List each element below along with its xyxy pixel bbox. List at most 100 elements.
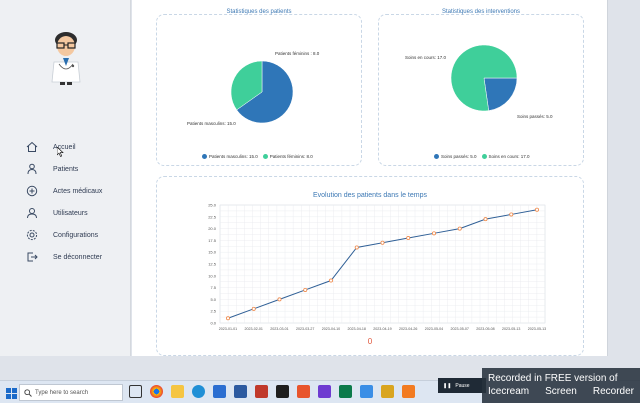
data-point [277, 297, 282, 302]
pie-slice-label-female: Patients féminins : 8.0 [275, 51, 320, 56]
y-tick-label: 25.0 [208, 203, 217, 208]
pie-slice-label-ongoing: Soins en cours: 17.0 [405, 55, 447, 60]
edge-icon[interactable] [192, 385, 205, 398]
legend-swatch [481, 154, 487, 160]
legend-item[interactable]: Soins en cours: 17.0 [481, 154, 530, 160]
app-icon[interactable] [318, 385, 331, 398]
data-point [431, 231, 436, 236]
y-tick-label: 0.0 [210, 321, 216, 326]
app-icon[interactable] [360, 385, 373, 398]
patient-icon [25, 162, 39, 176]
y-tick-label: 17.5 [208, 238, 217, 243]
data-point [534, 207, 539, 212]
y-tick-label: 12.5 [208, 262, 217, 267]
app-icon[interactable] [276, 385, 289, 398]
mouse-cursor-icon [57, 147, 64, 157]
pie-slice-label-male: Patients masculins: 15.0 [187, 121, 236, 126]
sidebar-item-label: Patients [53, 165, 79, 173]
app-icon[interactable] [297, 385, 310, 398]
user-icon [25, 206, 39, 220]
data-point [354, 245, 359, 250]
home-icon [25, 140, 39, 154]
patients-stats-card: Statistiques des patients Patients fémin… [156, 9, 362, 166]
data-point [509, 212, 514, 217]
sidebar: Accueil Patients Actes médicaux Utilisat… [0, 0, 131, 356]
y-tick-label: 22.5 [208, 214, 217, 219]
app-icon[interactable] [255, 385, 268, 398]
card-title: Statistiques des interventions [441, 9, 521, 15]
y-tick-label: 2.5 [210, 309, 216, 314]
window-background-strip [608, 0, 640, 356]
y-tick-label: 5.0 [210, 297, 216, 302]
x-tick-label: 2023-05-13 [528, 327, 546, 331]
x-tick-label: 2023-05-08 [476, 327, 494, 331]
app-icon[interactable] [402, 385, 415, 398]
interventions-legend: Soins passés: 5.0 Soins en cours: 17.0 [434, 154, 530, 160]
evolution-line-chart: 0.0 2.5 5.0 7.5 10.0 12.5 15.0 17.5 20.0 22.5 25.0… [208, 203, 546, 332]
interventions-pie-chart: Soins en cours: 17.0 Soins passés: 5.0 [405, 44, 553, 119]
x-tick-label: 2023-04-10 [322, 327, 340, 331]
data-point [380, 240, 385, 245]
y-tick-label: 10.0 [208, 273, 217, 278]
legend-swatch [434, 154, 439, 160]
data-point [406, 236, 411, 241]
x-tick-label: 2023-04-19 [373, 327, 391, 331]
sidebar-item-configurations[interactable]: Configurations [0, 224, 131, 246]
data-point [483, 217, 488, 222]
app-icon[interactable] [339, 385, 352, 398]
pie-slice-label-done: Soins passés: 5.0 [517, 114, 553, 119]
sidebar-item-label: Utilisateurs [53, 209, 88, 217]
task-view-icon[interactable] [129, 385, 142, 398]
data-point [457, 226, 462, 231]
pause-icon[interactable]: ❚❚ [443, 382, 452, 389]
sidebar-item-actes-medicaux[interactable]: Actes médicaux [0, 180, 131, 202]
chrome-icon[interactable] [150, 385, 163, 398]
sidebar-item-label: Se déconnecter [53, 253, 103, 261]
x-tick-label: 2023-01-01 [219, 327, 237, 331]
x-tick-label: 2023-05-04 [425, 327, 443, 331]
sidebar-item-se-deconnecter[interactable]: Se déconnecter [0, 246, 131, 268]
dashboard-main: Statistiques des patients Patients fémin… [132, 0, 608, 356]
pie-slice-patients-fe-minins [230, 60, 263, 111]
evolution-footer-value: 0 [367, 337, 373, 346]
card-title: Statistiques des patients [226, 9, 292, 15]
pie-slice-soins-en-cours [450, 44, 518, 112]
file-explorer-icon[interactable] [171, 385, 184, 398]
medical-act-icon [25, 184, 39, 198]
legend-item[interactable]: Soins passés: 5.0 [434, 154, 477, 160]
x-tick-label: 2023-04-26 [399, 327, 417, 331]
legend-swatch [262, 154, 268, 160]
x-tick-label: 2023-04-18 [348, 327, 366, 331]
sidebar-item-utilisateurs[interactable]: Utilisateurs [0, 202, 131, 224]
card-title: Evolution des patients dans le temps [312, 192, 427, 199]
x-tick-label: 2023-05-13 [502, 327, 520, 331]
doctor-avatar-icon [48, 28, 84, 88]
patients-pie-chart: Patients féminins : 8.0 Patients masculi… [187, 51, 320, 126]
evolution-card: Evolution des patients dans le temps 0.0… [156, 176, 584, 356]
recorder-control-bar[interactable]: ❚❚ Pause [438, 378, 486, 393]
sidebar-item-accueil[interactable]: Accueil [0, 136, 131, 158]
settings-icon [25, 228, 39, 242]
x-tick-label: 2023-05-07 [451, 327, 469, 331]
recorder-watermark: Recorded in FREE version of Icecream Scr… [482, 368, 640, 403]
legend-swatch [202, 154, 207, 160]
windows-start-icon[interactable] [6, 386, 19, 399]
sidebar-item-label: Accueil [53, 143, 76, 151]
taskbar-search-input[interactable]: Type here to search [19, 384, 123, 401]
y-tick-label: 15.0 [208, 250, 217, 255]
data-point [251, 306, 256, 311]
y-tick-label: 20.0 [208, 226, 217, 231]
taskbar-apps [129, 385, 415, 398]
legend-item[interactable]: Patients masculins: 15.0 [202, 154, 258, 160]
x-tick-label: 2023-02-01 [245, 327, 263, 331]
sidebar-item-label: Actes médicaux [53, 187, 103, 195]
mail-icon[interactable] [234, 385, 247, 398]
sidebar-item-patients[interactable]: Patients [0, 158, 131, 180]
x-tick-label: 2023-03-01 [270, 327, 288, 331]
pie-slice-patients-masculins [236, 60, 294, 124]
logout-icon [25, 250, 39, 264]
legend-item[interactable]: Patients féminins: 8.0 [262, 154, 313, 160]
app-icon[interactable] [381, 385, 394, 398]
store-icon[interactable] [213, 385, 226, 398]
